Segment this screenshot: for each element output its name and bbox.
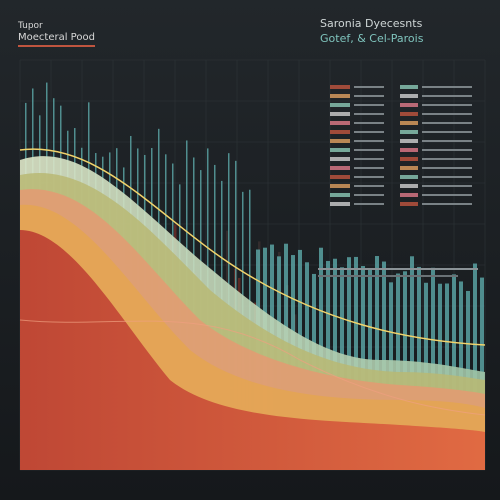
title: Moecteral Pood (18, 32, 95, 43)
legend-stroke (422, 122, 472, 124)
legend-swatch (400, 112, 418, 116)
legend-swatch (330, 193, 350, 197)
legend-stroke (354, 158, 384, 160)
legend-swatch (330, 157, 350, 161)
legend-swatch (330, 112, 350, 116)
legend-swatch (330, 121, 350, 125)
legend-stroke (422, 104, 472, 106)
legend-stroke (422, 176, 472, 178)
legend-swatch (400, 184, 418, 188)
legend-swatch (330, 166, 350, 170)
legend-stroke (354, 140, 384, 142)
legend-stroke (354, 86, 384, 88)
legend-stroke (354, 104, 384, 106)
legend-stroke (318, 268, 478, 270)
legend-stroke (422, 167, 472, 169)
legend-swatch (400, 130, 418, 134)
legend-swatch (400, 175, 418, 179)
legend-swatch (400, 94, 418, 98)
legend-stroke (422, 140, 472, 142)
legend-stroke (354, 95, 384, 97)
legend-stroke (422, 149, 472, 151)
legend-swatch (400, 148, 418, 152)
panel-title: Saronia Dyecesnts (320, 17, 423, 30)
legend-stroke (422, 203, 472, 205)
trend-line (19, 148, 486, 346)
trend-line-2 (19, 319, 486, 416)
panel-subtitle: Gotef, & Cel-Parois (320, 32, 424, 45)
legend-stroke (354, 167, 384, 169)
kicker: Tupor (17, 21, 43, 31)
legend-swatch (330, 94, 350, 98)
legend-stroke (422, 113, 472, 115)
legend-swatch (330, 85, 350, 89)
legend-stroke (354, 185, 384, 187)
legend-stroke (354, 122, 384, 124)
legend-stroke (354, 176, 384, 178)
legend-stroke (422, 158, 472, 160)
legend-swatch (400, 202, 418, 206)
legend-swatch (400, 121, 418, 125)
legend-swatch (330, 139, 350, 143)
legend-stroke (422, 185, 472, 187)
legend-stroke (354, 194, 384, 196)
band-red (20, 230, 485, 470)
legend-stroke (422, 194, 472, 196)
legend-swatch (330, 184, 350, 188)
legend-stroke (354, 113, 384, 115)
legend-swatch (400, 85, 418, 89)
legend-stroke (422, 86, 472, 88)
legend-stroke (422, 131, 472, 133)
teal-bar (473, 263, 477, 470)
legend-swatch (330, 202, 350, 206)
legend-stroke (354, 203, 384, 205)
legend-stroke (318, 275, 458, 277)
legend-panel (318, 85, 478, 277)
legend-swatch (400, 193, 418, 197)
legend-swatch (400, 166, 418, 170)
legend-swatch (330, 148, 350, 152)
legend-stroke (354, 149, 384, 151)
legend-swatch (400, 157, 418, 161)
legend-stroke (354, 131, 384, 133)
legend-swatch (330, 130, 350, 134)
legend-swatch (400, 103, 418, 107)
legend-swatch (330, 103, 350, 107)
legend-swatch (330, 175, 350, 179)
legend-swatch (400, 139, 418, 143)
legend-stroke (422, 95, 472, 97)
